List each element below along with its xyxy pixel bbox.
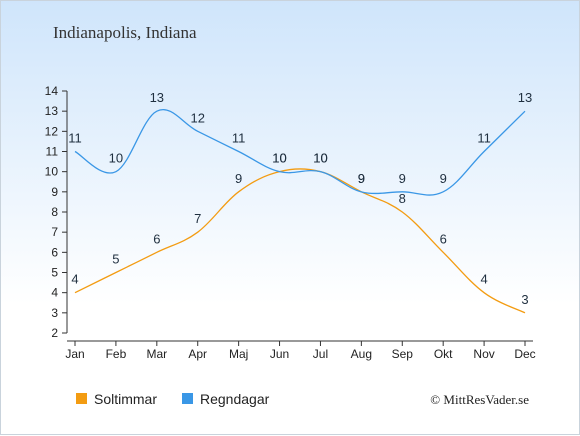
data-label-regndagar: 12 (190, 110, 204, 125)
y-tick-label: 6 (51, 245, 58, 259)
x-tick-label: Aug (351, 347, 372, 361)
x-tick-label: Jan (65, 347, 84, 361)
y-tick-label: 13 (45, 104, 59, 118)
data-label-regndagar: 13 (518, 90, 532, 105)
credit-text: © MittResVader.se (430, 392, 529, 407)
x-tick-label: Apr (188, 347, 207, 361)
y-tick-label: 10 (45, 165, 59, 179)
data-label-soltimmar: 6 (153, 231, 160, 246)
data-label-soltimmar: 3 (521, 292, 528, 307)
data-label-regndagar: 9 (399, 171, 406, 186)
data-label-soltimmar: 9 (358, 171, 365, 186)
y-tick-label: 8 (51, 205, 58, 219)
data-label-soltimmar: 10 (272, 151, 286, 166)
x-tick-label: Dec (514, 347, 535, 361)
data-label-soltimmar: 9 (235, 171, 242, 186)
legend-label-soltimmar: Soltimmar (94, 391, 157, 407)
y-tick-label: 9 (51, 185, 58, 199)
data-label-regndagar: 9 (440, 171, 447, 186)
legend-swatch-soltimmar (76, 393, 87, 404)
data-label-soltimmar: 10 (313, 151, 327, 166)
chart-title: Indianapolis, Indiana (53, 23, 197, 42)
data-label-regndagar: 10 (313, 151, 327, 166)
x-tick-label: Feb (106, 347, 127, 361)
y-tick-label: 2 (51, 326, 58, 340)
y-tick-label: 4 (51, 286, 58, 300)
data-label-regndagar: 10 (109, 151, 123, 166)
y-tick-label: 5 (51, 266, 58, 280)
y-tick-label: 12 (45, 124, 59, 138)
legend-label-regndagar: Regndagar (200, 391, 270, 407)
data-label-regndagar: 9 (358, 171, 365, 186)
data-label-soltimmar: 6 (440, 231, 447, 246)
data-label-regndagar: 13 (150, 90, 164, 105)
series-line-soltimmar (74, 168, 526, 314)
series-lines (74, 109, 526, 314)
data-label-regndagar: 10 (272, 151, 286, 166)
y-tick-label: 14 (45, 84, 59, 98)
data-label-soltimmar: 4 (71, 272, 78, 287)
y-tick-label: 3 (51, 306, 58, 320)
x-tick-label: Sep (392, 347, 414, 361)
x-tick-label: Jun (270, 347, 289, 361)
x-tick-label: Okt (434, 347, 453, 361)
y-tick-label: 7 (51, 225, 58, 239)
x-tick-label: Mar (146, 347, 167, 361)
legend: Soltimmar Regndagar (76, 391, 270, 407)
data-label-soltimmar: 4 (480, 272, 487, 287)
data-label-regndagar: 11 (232, 131, 246, 146)
data-label-regndagar: 11 (68, 131, 82, 146)
data-label-soltimmar: 5 (112, 252, 119, 267)
y-tick-label: 11 (46, 145, 59, 159)
series-line-regndagar (74, 109, 526, 196)
x-tick-label: Nov (473, 347, 494, 361)
data-label-regndagar: 11 (477, 131, 491, 146)
data-label-soltimmar: 7 (194, 211, 201, 226)
data-label-soltimmar: 8 (399, 191, 406, 206)
x-tick-label: Maj (229, 347, 248, 361)
x-tick-label: Jul (313, 347, 328, 361)
legend-swatch-regndagar (182, 393, 193, 404)
